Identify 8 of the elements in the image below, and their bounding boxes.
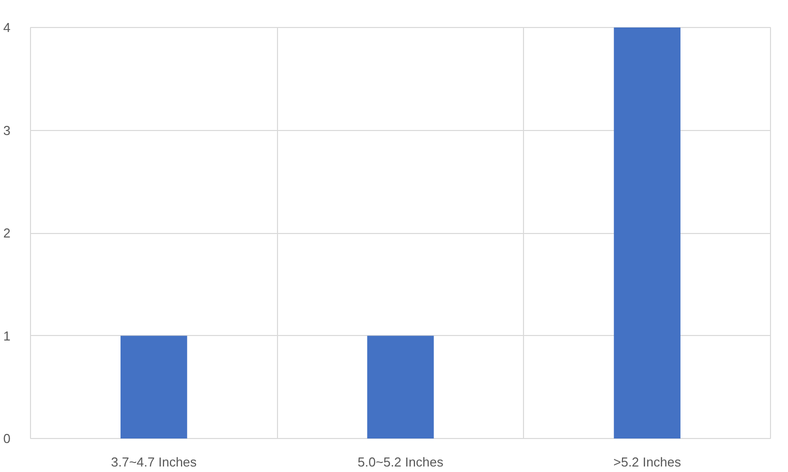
y-tick-label: 3 bbox=[3, 122, 11, 138]
y-tick-label: 0 bbox=[3, 431, 11, 446]
y-tick-label: 2 bbox=[3, 226, 11, 240]
x-tick-label: 5.0~5.2 Inches bbox=[358, 454, 444, 470]
x-tick-label: >5.2 Inches bbox=[613, 454, 682, 470]
y-tick-label: 4 bbox=[3, 20, 11, 35]
y-tick-label: 1 bbox=[3, 328, 11, 344]
x-tick-label: 3.7~4.7 Inches bbox=[111, 454, 198, 470]
